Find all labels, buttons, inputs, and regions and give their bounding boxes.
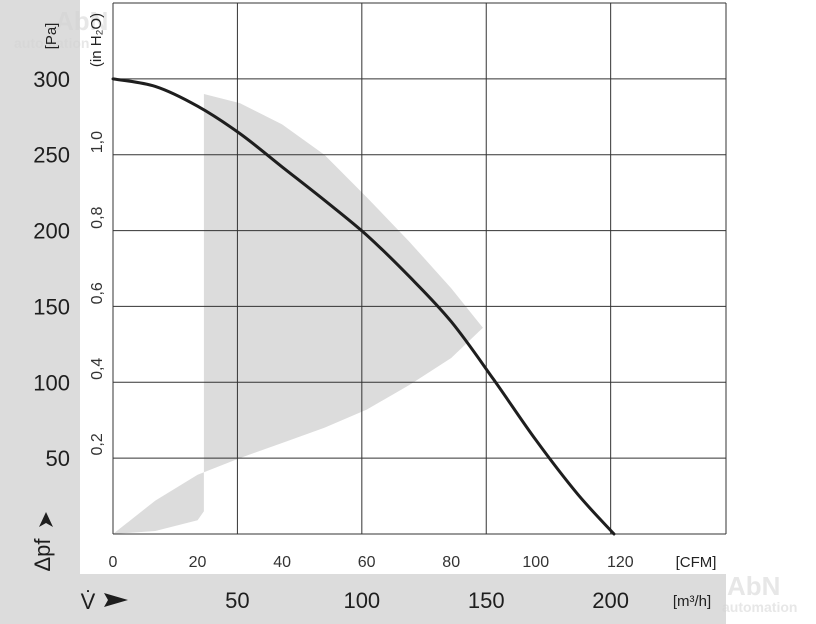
x-cfm-tick-label: 40 xyxy=(273,554,291,571)
x-m3h-tick-label: 50 xyxy=(225,588,249,613)
watermark-sub-bottom: automation xyxy=(722,599,797,615)
y-axis-pa-unit: [Pa] xyxy=(43,23,60,50)
watermark-sub-top: automation xyxy=(14,35,89,51)
watermark-bottom-right: AbN automation xyxy=(722,571,797,615)
x-cfm-tick-label: 60 xyxy=(358,554,376,571)
y-axis-symbol-label: Δpf xyxy=(30,538,55,572)
x-cfm-tick-label: 100 xyxy=(522,554,549,571)
x-axis-symbol-label: V̇ xyxy=(81,589,96,614)
watermark-brand-bottom: AbN xyxy=(727,571,780,601)
left-axis-band xyxy=(0,0,80,624)
grid-lines xyxy=(112,2,727,535)
x-axis-arrow-icon xyxy=(104,593,128,607)
x-cfm-tick-label: 20 xyxy=(189,554,207,571)
y-inh2o-tick-label: 0,4 xyxy=(89,358,106,380)
y-inh2o-tick-label: 0,8 xyxy=(89,206,106,228)
x-cfm-tick-label: 120 xyxy=(607,554,634,571)
y-axis-inh2o-unit: (in H₂O) xyxy=(88,13,105,67)
y-axis-pa-tick-labels: 50 100 150 200 250 300 xyxy=(33,67,70,471)
y-inh2o-tick-label: 1,0 xyxy=(89,131,106,153)
y-pa-tick-label: 150 xyxy=(33,294,70,319)
background-bands xyxy=(0,0,726,624)
y-pa-tick-label: 300 xyxy=(33,67,70,92)
x-m3h-tick-label: 200 xyxy=(592,588,629,613)
y-inh2o-tick-label: 0,2 xyxy=(89,433,106,455)
y-pa-tick-label: 200 xyxy=(33,219,70,244)
y-pa-tick-label: 100 xyxy=(33,370,70,395)
x-axis-cfm-unit: [CFM] xyxy=(676,554,717,571)
x-axis-symbol: V̇ xyxy=(81,589,128,614)
watermark-brand-top: AbN xyxy=(55,6,108,36)
y-axis-arrow-icon xyxy=(39,512,53,527)
x-cfm-tick-label: 80 xyxy=(442,554,460,571)
y-pa-tick-label: 250 xyxy=(33,143,70,168)
x-axis-m3h-tick-labels: 50 100 150 200 xyxy=(225,588,629,613)
x-m3h-tick-label: 150 xyxy=(468,588,505,613)
y-inh2o-tick-label: 0,6 xyxy=(89,282,106,304)
y-axis-inh2o-tick-labels: 0,2 0,4 0,6 0,8 1,0 xyxy=(89,131,106,456)
x-cfm-tick-label: 0 xyxy=(109,554,118,571)
y-pa-tick-label: 50 xyxy=(46,446,70,471)
x-axis-cfm-tick-labels: 0 20 40 60 80 100 120 xyxy=(109,554,634,571)
pressure-curve-line xyxy=(111,77,616,536)
x-m3h-tick-label: 100 xyxy=(343,588,380,613)
watermark-top-left: AbN automation xyxy=(14,6,108,51)
operating-range-area xyxy=(113,94,483,534)
y-axis-symbol: Δpf xyxy=(30,512,55,572)
x-axis-m3h-unit: [m³/h] xyxy=(673,593,711,610)
